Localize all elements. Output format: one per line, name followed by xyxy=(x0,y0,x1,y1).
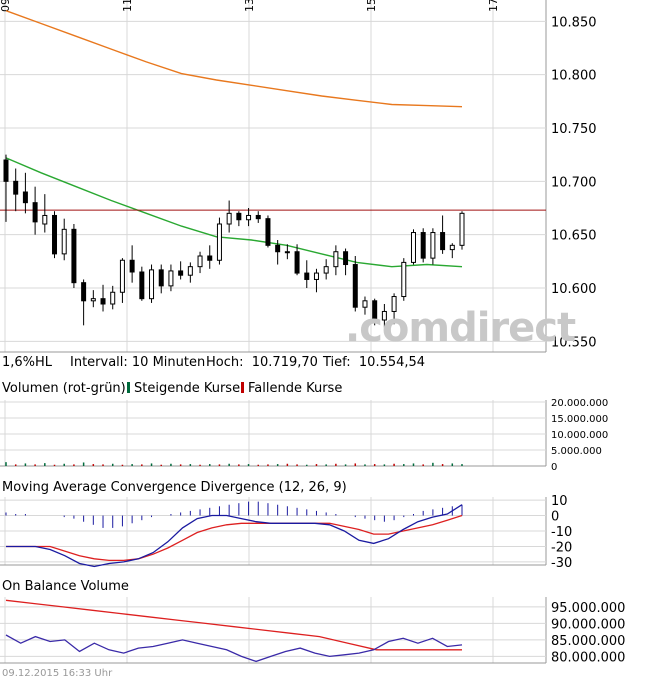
obv-ytick-3: 80.000.000 xyxy=(551,650,625,665)
obv-line xyxy=(5,634,463,663)
macd-ytick-3: -20 xyxy=(551,540,572,555)
candle-body-5 xyxy=(52,214,58,255)
candle-body-42 xyxy=(410,232,416,263)
candle-body-7 xyxy=(71,228,77,284)
candle-body-23 xyxy=(226,212,232,225)
candle-body-22 xyxy=(216,223,222,261)
candle-body-31 xyxy=(304,272,310,280)
candle-body-1 xyxy=(13,180,19,195)
candle-body-40 xyxy=(391,296,397,312)
main-ytick-6: 10.550 xyxy=(551,335,597,350)
main-ytick-1: 10.800 xyxy=(551,69,597,84)
legend-down-swatch xyxy=(241,382,244,393)
main-ytick-5: 10.600 xyxy=(551,282,597,297)
ma-long-line xyxy=(5,10,463,108)
candle-body-16 xyxy=(158,269,164,287)
obv-trend-line xyxy=(5,599,462,651)
vol-ytick-1: 15.000.000 xyxy=(551,414,608,425)
date-tick-09: 09 xyxy=(0,0,12,12)
info-prefix: 1,6%HL xyxy=(2,355,53,370)
legend-down-label: Fallende Kurse xyxy=(248,381,343,396)
candle-body-10 xyxy=(100,298,106,305)
candle-body-39 xyxy=(381,310,387,321)
candle-body-11 xyxy=(110,291,116,305)
candle-body-34 xyxy=(333,251,339,268)
macd-ytick-1: 0 xyxy=(551,510,559,525)
candle-body-32 xyxy=(313,272,319,280)
candle-body-20 xyxy=(197,255,203,268)
candle-body-45 xyxy=(440,232,446,251)
macd-line xyxy=(6,504,463,568)
legend-up-label: Steigende Kurse xyxy=(134,381,241,396)
watermark: .comdirect xyxy=(345,305,576,351)
candle-body-35 xyxy=(343,251,349,266)
date-tick-15: 15 xyxy=(365,0,378,12)
main-ytick-4: 10.650 xyxy=(551,229,597,244)
candle-body-6 xyxy=(61,228,67,255)
candle-body-13 xyxy=(129,259,135,273)
main-ytick-3: 10.700 xyxy=(551,175,597,190)
candle-body-2 xyxy=(22,191,28,204)
vol-ytick-4: 0 xyxy=(551,462,557,473)
legend-up: Steigende Kurse xyxy=(127,381,240,396)
candle-body-9 xyxy=(90,298,96,302)
macd-ytick-0: 10 xyxy=(551,494,568,509)
info-high: Hoch: 10.719,70 xyxy=(206,355,318,370)
macd-ytick-2: -10 xyxy=(551,525,572,540)
info-interval: Intervall: 10 Minuten xyxy=(70,355,206,370)
info-low: Tief: 10.554,54 xyxy=(323,355,426,370)
candle-body-46 xyxy=(449,244,455,251)
candle-body-19 xyxy=(187,266,193,276)
macd-title: Moving Average Convergence Divergence (1… xyxy=(2,480,347,495)
candle-body-15 xyxy=(149,269,155,300)
vol-ytick-3: 5.000.000 xyxy=(551,446,602,457)
candle-body-43 xyxy=(420,232,426,259)
candle-body-12 xyxy=(119,259,125,293)
footer-timestamp: 09.12.2015 16:33 Uhr xyxy=(2,668,113,679)
obv-title: On Balance Volume xyxy=(2,579,129,594)
candle-body-33 xyxy=(323,266,329,274)
candle-body-44 xyxy=(430,232,436,259)
candle-body-21 xyxy=(207,255,213,261)
macd-signal-line xyxy=(6,514,463,562)
main-ytick-0: 10.850 xyxy=(551,15,597,30)
date-tick-17: 17 xyxy=(487,0,500,12)
macd-ytick-4: -30 xyxy=(551,556,572,571)
candle-body-36 xyxy=(352,264,358,308)
candle-body-4 xyxy=(42,214,48,225)
vol-ytick-2: 10.000.000 xyxy=(551,430,608,441)
candle-body-24 xyxy=(236,212,242,221)
candle-body-0 xyxy=(3,159,9,182)
candle-body-30 xyxy=(294,251,300,274)
candle-body-47 xyxy=(459,212,465,246)
candle-body-14 xyxy=(139,271,145,300)
obv-ytick-0: 95.000.000 xyxy=(551,601,625,616)
vol-ytick-0: 20.000.000 xyxy=(551,398,608,409)
date-tick-11: 11 xyxy=(121,0,134,12)
obv-ytick-1: 90.000.000 xyxy=(551,617,625,632)
legend-down: Fallende Kurse xyxy=(241,381,342,396)
ma-short-line xyxy=(5,157,463,268)
obv-ytick-2: 85.000.000 xyxy=(551,634,625,649)
candle-body-38 xyxy=(372,300,378,321)
main-ytick-2: 10.750 xyxy=(551,122,597,137)
candle-body-25 xyxy=(246,214,252,221)
candle-body-27 xyxy=(265,218,271,246)
date-tick-13: 13 xyxy=(243,0,256,12)
candle-body-37 xyxy=(362,300,368,308)
candle-body-8 xyxy=(81,282,87,302)
candle-body-28 xyxy=(275,244,281,253)
candle-body-41 xyxy=(401,261,407,298)
volume-title: Volumen (rot-grün) xyxy=(2,381,126,396)
candle-body-3 xyxy=(32,202,38,223)
candle-body-18 xyxy=(178,270,184,276)
candle-body-29 xyxy=(284,251,290,254)
candle-body-26 xyxy=(255,214,261,220)
candle-body-17 xyxy=(168,270,174,287)
legend-up-swatch xyxy=(127,382,130,393)
